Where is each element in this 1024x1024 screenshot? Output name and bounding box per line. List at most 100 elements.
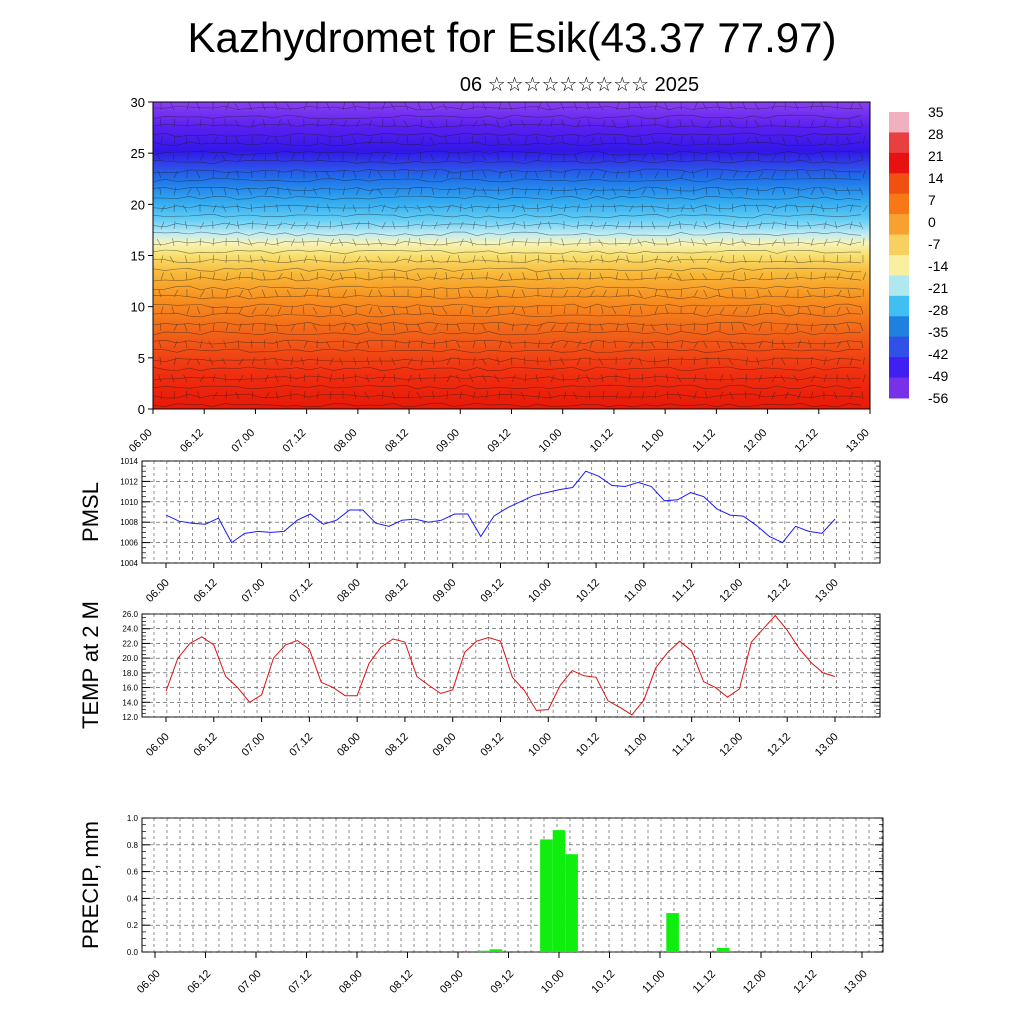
wind-barb <box>706 119 712 128</box>
wind-barb <box>615 237 617 247</box>
wind-barb <box>329 272 335 281</box>
wind-barb <box>314 170 318 179</box>
wind-barb <box>833 391 838 400</box>
wind-barb <box>771 374 777 383</box>
wind-barb <box>806 154 812 162</box>
wind-barb <box>393 323 396 332</box>
wind-barb <box>524 374 527 383</box>
wind-barb <box>160 136 163 145</box>
wind-barb <box>351 323 357 332</box>
wind-barb <box>325 340 331 349</box>
wind-barb <box>159 357 162 366</box>
wind-barb <box>754 136 760 145</box>
wind-barb <box>303 340 308 349</box>
wind-barb <box>158 289 162 298</box>
wind-barb <box>847 289 851 298</box>
wind-barb <box>482 170 487 179</box>
wind-barb <box>588 391 591 400</box>
wind-barb <box>562 136 565 145</box>
wind-barb <box>637 239 643 247</box>
wind-barb <box>197 391 201 400</box>
x-tick-label: 09.12 <box>488 968 516 996</box>
wind-barb <box>368 170 371 179</box>
wind-barb <box>664 306 669 315</box>
wind-barb <box>563 289 568 298</box>
colorbar-label: 28 <box>928 126 944 142</box>
wind-barb <box>420 136 425 145</box>
wind-barb <box>797 391 802 400</box>
wind-barb <box>612 187 617 196</box>
wind-barb <box>602 289 607 298</box>
wind-barb <box>679 119 682 128</box>
wind-barb <box>862 170 866 179</box>
wind-barb <box>680 204 685 213</box>
wind-barb <box>210 187 214 196</box>
wind-barb <box>639 357 643 366</box>
wind-barb <box>795 204 799 213</box>
wind-barb <box>846 306 851 315</box>
wind-barb <box>719 272 724 281</box>
wind-barb <box>602 170 607 179</box>
wind-barb <box>537 324 543 332</box>
x-tick-label: 08.00 <box>332 427 360 455</box>
wind-barb <box>862 272 867 281</box>
wind-barb <box>846 340 851 349</box>
wind-barb <box>600 255 604 264</box>
wind-barb <box>537 187 541 196</box>
wind-barb <box>615 391 619 400</box>
y-tick-label: 12.0 <box>122 713 138 722</box>
wind-barb <box>433 238 439 247</box>
wind-barb <box>251 119 255 128</box>
wind-barb <box>508 102 513 111</box>
wind-barb <box>459 170 462 179</box>
wind-barb <box>199 221 205 230</box>
wind-barb <box>521 204 526 213</box>
wind-barb <box>784 170 787 179</box>
wind-barb <box>171 306 175 315</box>
wind-barb <box>719 307 725 315</box>
wind-barb <box>355 256 361 264</box>
wind-barb <box>678 238 682 247</box>
wind-barb <box>339 306 344 315</box>
wind-barb <box>418 306 422 315</box>
wind-barb <box>472 255 476 264</box>
wind-barb <box>654 391 657 400</box>
wind-barb <box>159 187 162 196</box>
wind-barb <box>160 205 166 213</box>
wind-barb <box>563 391 567 400</box>
contour-line <box>152 177 862 183</box>
wind-barb <box>446 255 451 264</box>
wind-barb <box>274 136 279 145</box>
wind-barb <box>456 323 461 332</box>
wind-barb <box>615 289 619 298</box>
wind-barb <box>849 102 854 111</box>
x-tick-label: 08.12 <box>387 968 415 996</box>
wind-barb <box>599 323 604 332</box>
x-tick-label: 13.00 <box>844 427 872 455</box>
wind-barb <box>732 307 738 315</box>
wind-barb <box>444 136 448 145</box>
wind-barb <box>702 273 708 281</box>
wind-barb <box>498 340 502 349</box>
wind-barb <box>691 170 695 179</box>
wind-barb <box>377 170 383 179</box>
wind-barb <box>511 306 516 315</box>
wind-barb <box>482 102 487 111</box>
wind-barb <box>316 356 318 366</box>
wind-barb <box>728 358 734 366</box>
wind-barb <box>849 391 854 400</box>
wind-barb <box>703 221 708 230</box>
wind-barb <box>342 323 347 332</box>
wind-barb <box>823 288 825 298</box>
wind-barb <box>768 289 773 298</box>
wind-barb <box>394 340 397 349</box>
wind-barb <box>459 272 464 281</box>
x-tick-label: 06.00 <box>144 577 172 605</box>
wind-barb <box>470 204 474 213</box>
wind-barb <box>758 323 763 332</box>
x-tick-label: 10.00 <box>537 427 565 455</box>
wind-barb <box>628 373 631 383</box>
wind-barb <box>235 136 240 145</box>
wind-barb <box>524 170 528 179</box>
wind-barb <box>199 375 205 383</box>
